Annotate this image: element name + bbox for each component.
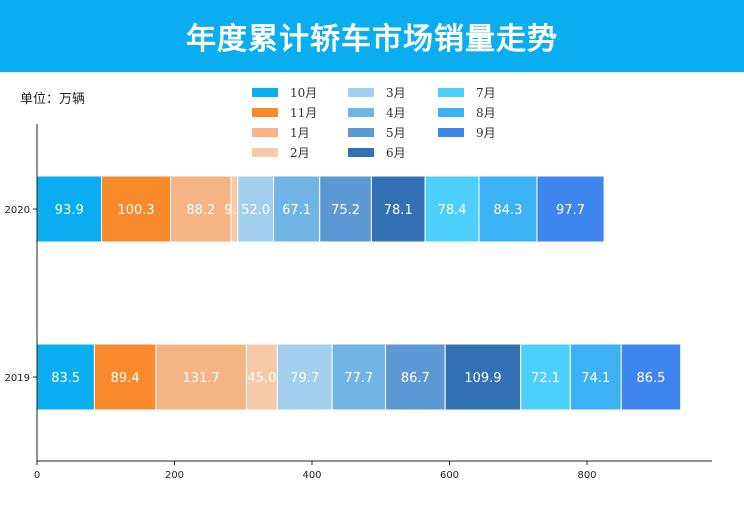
legend-label-6月: 6月 xyxy=(386,146,406,160)
data-label-2019-11月: 89.4 xyxy=(111,371,140,386)
x-tick-label-800: 800 xyxy=(577,470,596,481)
x-tick-label-400: 400 xyxy=(302,470,321,481)
bar-segment-2019-2月 xyxy=(245,343,278,411)
data-label-2020-5月: 75.2 xyxy=(331,203,360,218)
bar-segment-2019-9月 xyxy=(620,343,682,411)
data-label-2020-8月: 84.3 xyxy=(493,203,522,218)
legend-label-7月: 7月 xyxy=(476,86,496,100)
bar-segment-2020-11月 xyxy=(101,175,172,243)
y-tick-label-2020: 2020 xyxy=(5,205,30,216)
data-label-2019-9月: 86.5 xyxy=(636,371,665,386)
bar-segment-2020-4月 xyxy=(273,175,321,243)
legend-label-2月: 2月 xyxy=(290,146,310,160)
bar-segment-2020-8月 xyxy=(478,175,538,243)
x-tick-label-600: 600 xyxy=(440,470,459,481)
data-label-2020-11月: 100.3 xyxy=(117,203,154,218)
legend-label-11月: 11月 xyxy=(290,106,317,120)
legend-swatch-10月 xyxy=(252,88,278,97)
legend-label-10月: 10月 xyxy=(290,86,317,100)
legend-swatch-6月 xyxy=(348,148,374,157)
legend-swatch-3月 xyxy=(348,88,374,97)
data-label-2019-3月: 79.7 xyxy=(290,371,319,386)
legend-swatch-8月 xyxy=(438,108,464,117)
bar-segment-2020-1月 xyxy=(170,175,232,243)
legend-swatch-2月 xyxy=(252,148,278,157)
legend-swatch-4月 xyxy=(348,108,374,117)
legend-label-5月: 5月 xyxy=(386,126,406,140)
x-tick-label-0: 0 xyxy=(34,470,40,481)
bar-segment-2020-5月 xyxy=(319,175,372,243)
data-label-2019-1月: 131.7 xyxy=(183,371,220,386)
data-label-2019-10月: 83.5 xyxy=(51,371,80,386)
legend-label-9月: 9月 xyxy=(476,126,496,140)
data-label-2019-8月: 74.1 xyxy=(581,371,610,386)
y-tick-label-2019: 2019 xyxy=(5,373,30,384)
bar-segment-2019-8月 xyxy=(569,343,622,411)
legend-label-8月: 8月 xyxy=(476,106,496,120)
chart-title: 年度累计轿车市场销量走势 xyxy=(186,22,558,57)
legend-swatch-11月 xyxy=(252,108,278,117)
x-tick-label-200: 200 xyxy=(165,470,184,481)
data-label-2019-6月: 109.9 xyxy=(464,371,501,386)
bar-segment-2019-3月 xyxy=(276,343,333,411)
bar-segment-2019-6月 xyxy=(444,343,522,411)
data-label-2020-7月: 78.4 xyxy=(438,203,467,218)
legend-swatch-5月 xyxy=(348,128,374,137)
data-label-2019-2月: 45.0 xyxy=(247,371,276,386)
data-label-2020-4月: 67.1 xyxy=(282,203,311,218)
bar-segment-2019-4月 xyxy=(331,343,387,411)
legend-swatch-1月 xyxy=(252,128,278,137)
data-label-2020-10月: 93.9 xyxy=(55,203,84,218)
legend-swatch-9月 xyxy=(438,128,464,137)
bar-segment-2020-6月 xyxy=(370,175,426,243)
bar-segment-2020-3月 xyxy=(237,175,275,243)
data-label-2019-7月: 72.1 xyxy=(531,371,560,386)
axes: 0 200 400 600 800 2019 2020 xyxy=(5,124,712,481)
legend: 10月 11月 1月 2月 3月 4月 5月 6月 7月 8月 9月 xyxy=(252,86,496,160)
legend-label-4月: 4月 xyxy=(386,106,406,120)
bar-segment-2019-11月 xyxy=(93,343,157,411)
bar-segment-2020-10月 xyxy=(36,175,103,243)
bars: 83.5 89.4 131.7 45.0 79.7 77.7 86.7 109.9 72.1 74… xyxy=(36,175,682,411)
data-label-2020-1月: 88.2 xyxy=(186,203,215,218)
data-label-2019-5月: 86.7 xyxy=(401,371,430,386)
chart-title-banner: 年度累计轿车市场销量走势 xyxy=(0,0,744,72)
data-label-2020-6月: 78.1 xyxy=(384,203,413,218)
unit-label: 单位：万辆 xyxy=(20,92,86,107)
data-label-2020-3月: 52.0 xyxy=(241,203,270,218)
data-label-2020-9月: 97.7 xyxy=(556,203,585,218)
bar-segment-2019-1月 xyxy=(155,343,247,411)
bar-segment-2020-7月 xyxy=(424,175,480,243)
data-label-2019-4月: 77.7 xyxy=(344,371,373,386)
legend-label-3月: 3月 xyxy=(386,86,406,100)
bar-segment-2019-5月 xyxy=(385,343,446,411)
bar-segment-2020-9月 xyxy=(536,175,605,243)
legend-label-1月: 1月 xyxy=(290,126,310,140)
legend-swatch-7月 xyxy=(438,88,464,97)
